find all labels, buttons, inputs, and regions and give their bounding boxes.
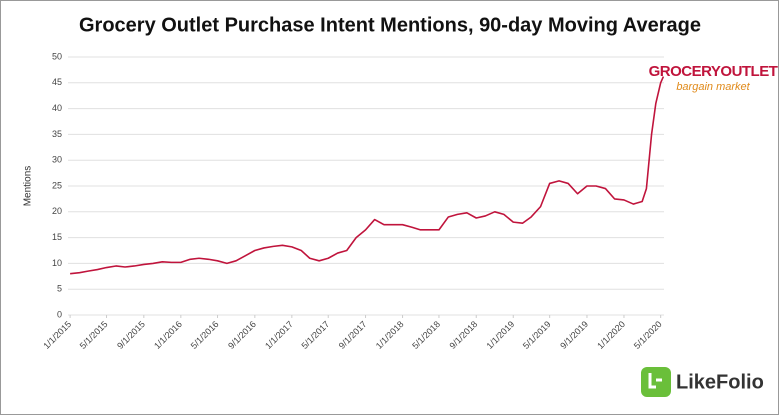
source-logo-icon	[641, 367, 671, 397]
series-line	[70, 76, 665, 275]
brand-tagline: bargain market	[676, 81, 750, 93]
source-logo-glyph	[648, 373, 662, 389]
source-logo: LikeFolio	[641, 367, 764, 397]
y-tick-label: 45	[52, 77, 62, 87]
brand-logo-text: GROCERYOUTLET	[649, 63, 778, 80]
y-axis-label: Mentions	[23, 166, 34, 207]
brand-logo: GROCERYOUTLET bargain market	[649, 63, 779, 93]
chart-title: Grocery Outlet Purchase Intent Mentions,…	[79, 14, 701, 36]
y-tick-label: 35	[52, 129, 62, 139]
y-tick-label: 50	[52, 51, 62, 61]
y-tick-label: 0	[57, 309, 62, 319]
source-logo-text: LikeFolio	[676, 371, 764, 393]
y-tick-label: 20	[52, 206, 62, 216]
y-tick-label: 30	[52, 155, 62, 165]
y-tick-label: 40	[52, 103, 62, 113]
y-tick-label: 5	[57, 284, 62, 294]
y-tick-label: 10	[52, 258, 62, 268]
y-tick-label: 25	[52, 180, 62, 190]
y-tick-label: 15	[52, 232, 62, 242]
